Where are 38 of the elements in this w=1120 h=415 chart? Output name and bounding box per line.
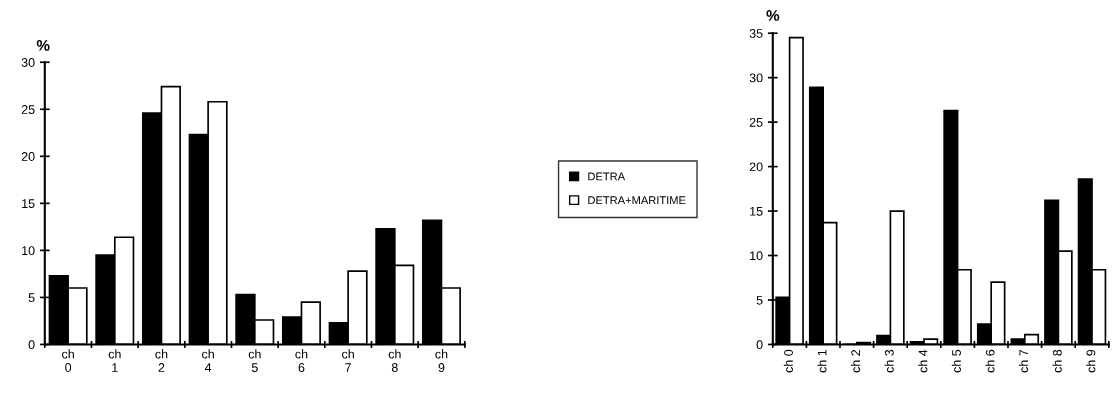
x-tick-label: ch 5 xyxy=(951,349,961,373)
x-tick-label: ch 4 xyxy=(918,349,928,373)
y-tick-label: 25 xyxy=(21,105,35,114)
legend-label: DETRA xyxy=(588,172,626,181)
legend-label: DETRA+MARITIME xyxy=(588,196,686,205)
y-axis-title: % xyxy=(766,10,780,21)
x-tick-label: ch 3 xyxy=(884,349,894,373)
y-tick-label: 10 xyxy=(750,251,763,261)
y-tick-label: 20 xyxy=(21,152,35,161)
y-tick-label: 30 xyxy=(21,58,35,67)
x-tick-label: ch 8 xyxy=(1052,349,1062,373)
x-tick-label: ch 6 xyxy=(985,349,995,373)
y-tick-label: 0 xyxy=(28,340,35,350)
x-tick-label: ch 7 xyxy=(1018,349,1029,373)
y-tick-label: 5 xyxy=(28,293,35,303)
y-axis-title: % xyxy=(36,39,50,51)
y-tick-label: 0 xyxy=(756,340,763,350)
y-tick-label: 30 xyxy=(749,73,763,83)
y-tick-label: 35 xyxy=(749,29,763,38)
y-tick-label: 15 xyxy=(750,206,763,216)
x-tick-label: ch 9 xyxy=(435,349,448,372)
x-tick-label: ch 1 xyxy=(817,349,827,373)
x-tick-label: ch 7 xyxy=(342,349,354,372)
x-tick-label: ch 0 xyxy=(783,349,793,373)
x-tick-label: ch 2 xyxy=(155,349,168,372)
x-tick-label: ch 5 xyxy=(248,349,261,372)
x-tick-label: ch 4 xyxy=(202,349,214,372)
x-tick-label: ch 8 xyxy=(388,349,401,372)
x-tick-label: ch 9 xyxy=(1086,349,1096,373)
y-tick-label: 5 xyxy=(756,295,763,305)
y-tick-label: 15 xyxy=(22,199,35,208)
y-tick-label: 10 xyxy=(22,246,35,256)
x-tick-label: ch 0 xyxy=(62,349,74,372)
y-tick-label: 20 xyxy=(749,162,763,172)
y-tick-label: 25 xyxy=(749,117,763,127)
x-tick-label: ch 1 xyxy=(108,349,121,372)
x-tick-label: ch 2 xyxy=(850,349,861,373)
x-tick-label: ch 6 xyxy=(295,349,308,372)
